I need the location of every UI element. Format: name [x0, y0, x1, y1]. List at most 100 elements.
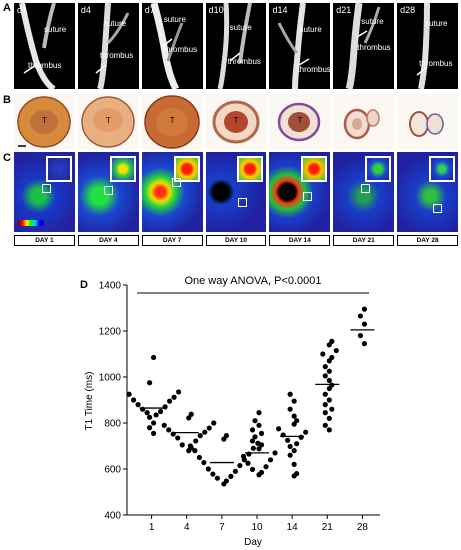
tissue-image — [17, 96, 71, 148]
day-label: DAY 14 — [269, 235, 331, 246]
roi-box — [171, 178, 181, 187]
frame-day-label: d14 — [272, 5, 288, 15]
panel-c-letter: C — [3, 152, 11, 164]
t1-map — [397, 152, 459, 232]
data-point — [188, 411, 194, 417]
zoom-inset — [237, 156, 264, 182]
data-point — [237, 462, 243, 469]
histology-section: T — [205, 94, 267, 150]
t1-map — [333, 152, 395, 232]
data-point — [329, 338, 335, 344]
thrombus-label: thrombus — [99, 51, 134, 60]
data-point — [162, 404, 168, 410]
angio-frame: d1 suture thrombus — [14, 3, 75, 89]
vessel-image — [345, 3, 381, 89]
frame-day-label: d10 — [208, 5, 224, 15]
frame-day-label: d1 — [17, 5, 28, 15]
data-point — [166, 427, 172, 433]
zoom-inset — [45, 156, 72, 182]
data-point — [361, 321, 368, 327]
data-point — [258, 469, 265, 476]
suture-label: suture — [299, 25, 322, 34]
data-point — [214, 475, 220, 481]
suture-label: suture — [103, 19, 127, 28]
suture-label: suture — [361, 17, 384, 26]
day-label: DAY 21 — [333, 235, 395, 246]
data-point — [294, 471, 300, 477]
panel-a-letter: A — [3, 2, 11, 14]
t1-map — [269, 152, 331, 232]
x-tick-label: 10 — [251, 522, 263, 533]
data-point — [150, 354, 157, 361]
data-point — [272, 450, 278, 456]
data-point — [146, 380, 153, 386]
data-point — [130, 397, 137, 403]
tissue-image — [278, 102, 321, 142]
data-point — [186, 415, 192, 421]
y-tick-label: 1000 — [99, 373, 122, 384]
angio-frame: d21 suture thrombus — [333, 3, 395, 89]
data-point — [298, 434, 304, 440]
data-point — [326, 368, 332, 374]
histology-section: T — [141, 94, 203, 150]
histology-section — [333, 94, 395, 150]
roi-box — [433, 204, 443, 213]
zoom-inset — [173, 156, 200, 182]
data-point — [250, 445, 256, 451]
histology-section: T — [77, 94, 139, 150]
y-tick-label: 1400 — [99, 281, 122, 292]
tissue-image — [143, 95, 200, 149]
data-point — [175, 435, 181, 441]
anova-annotation: One way ANOVA, P<0.0001 — [184, 275, 321, 287]
data-point — [228, 473, 234, 479]
data-point — [320, 351, 326, 357]
data-point — [294, 441, 300, 447]
x-tick-label: 28 — [357, 522, 369, 533]
data-point — [287, 406, 293, 412]
data-point — [210, 471, 216, 477]
data-point — [322, 364, 328, 370]
frame-day-label: d7 — [144, 5, 155, 15]
frame-day-label: d4 — [80, 5, 91, 15]
suture-label: suture — [44, 25, 67, 34]
data-point — [303, 429, 309, 435]
y-tick-label: 400 — [104, 511, 121, 522]
data-point — [329, 354, 335, 361]
y-axis-label: T1 Time (ms) — [84, 372, 95, 431]
thrombus-label: thrombus — [419, 59, 453, 68]
data-point — [135, 402, 141, 408]
day-label: DAY 7 — [141, 235, 203, 246]
data-point — [326, 377, 332, 384]
data-point — [361, 341, 368, 347]
data-point — [287, 443, 293, 450]
data-point — [245, 460, 251, 466]
data-point — [139, 406, 146, 412]
data-point — [291, 398, 297, 404]
suture-label: suture — [229, 23, 252, 32]
data-point — [291, 461, 297, 467]
data-point — [161, 422, 167, 428]
vessel-image — [416, 3, 431, 89]
data-point — [322, 373, 328, 379]
roi-box — [103, 186, 113, 195]
tissue-image — [344, 108, 381, 140]
x-tick-label: 21 — [322, 522, 334, 533]
thrombus-label: thrombus — [163, 45, 198, 54]
data-point — [361, 306, 368, 312]
data-point — [146, 414, 153, 420]
data-point — [192, 448, 198, 454]
vessel-image — [95, 3, 130, 89]
panel-a-angiography-strip: d1 suture thrombus d4 suture thrombus d7… — [14, 3, 459, 89]
t1-color-scale — [18, 220, 44, 226]
thrombus-label: thrombus — [227, 57, 261, 66]
data-point — [263, 464, 269, 470]
zoom-inset — [429, 156, 456, 182]
day-label: DAY 10 — [205, 235, 267, 246]
data-point — [240, 453, 247, 459]
thrombus-mark: T — [233, 116, 239, 125]
data-point — [267, 457, 274, 463]
data-point — [223, 433, 229, 439]
y-tick-label: 800 — [104, 419, 121, 430]
data-point — [329, 382, 335, 388]
thrombus-mark: T — [169, 116, 175, 125]
